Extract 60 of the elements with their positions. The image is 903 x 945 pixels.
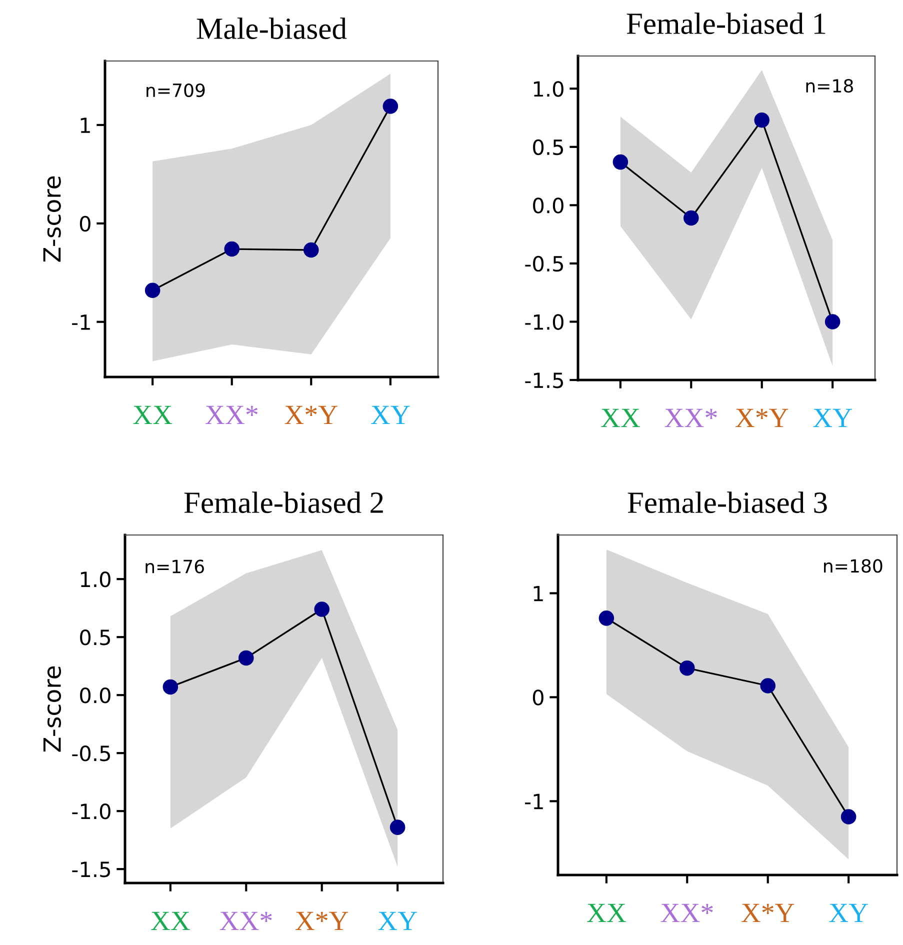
- y-tick-label: -1.0: [525, 314, 564, 330]
- y-tick-label: 0.0: [533, 198, 564, 214]
- point: [390, 820, 406, 835]
- chart-title: Female-biased 3: [628, 492, 827, 514]
- annotation: n=176: [146, 560, 204, 574]
- point: [680, 660, 695, 676]
- y-tick-label: -1: [72, 314, 90, 330]
- x-tick-label: X*Y: [741, 904, 794, 922]
- chart-title: Female-biased 2: [184, 492, 383, 514]
- x-tick-label: XX: [150, 912, 190, 930]
- y-tick-label: -1: [525, 794, 543, 810]
- point: [224, 241, 240, 257]
- annotation: n=709: [146, 83, 205, 98]
- x-tick-label: X*Y: [295, 912, 348, 930]
- point: [144, 282, 160, 298]
- chart-title: Female-biased 1: [626, 12, 826, 34]
- y-tick-label: -1.0: [72, 804, 110, 820]
- y-axis-title: Z-score: [43, 176, 61, 262]
- y-tick-label: 1.0: [80, 572, 110, 588]
- y-tick-label: 0.0: [80, 688, 110, 704]
- y-tick-label: 0.5: [533, 139, 563, 156]
- x-tick-label: XY: [370, 406, 410, 424]
- point: [684, 210, 699, 226]
- point: [612, 154, 628, 170]
- x-tick-label: XX: [133, 406, 172, 424]
- point: [382, 98, 398, 114]
- y-tick-label: 1.0: [534, 81, 564, 97]
- point: [304, 242, 319, 258]
- x-tick-label: XY: [378, 912, 417, 930]
- point: [314, 602, 330, 617]
- y-axis-title: Z-score: [43, 666, 62, 752]
- point: [754, 112, 770, 128]
- y-tick-label: 1: [80, 118, 90, 133]
- y-tick-label: 0: [80, 216, 90, 232]
- chart-title: Male-biased: [196, 18, 347, 40]
- point: [824, 314, 840, 330]
- y-tick-label: 1: [534, 586, 543, 602]
- x-tick-label: XY: [829, 904, 868, 922]
- y-tick-label: -1.5: [525, 372, 563, 388]
- y-tick-label: -1.5: [72, 862, 110, 878]
- point: [598, 610, 614, 626]
- y-tick-label: 0.5: [80, 630, 110, 646]
- x-tick-label: XX: [600, 408, 640, 428]
- x-tick-label: X*Y: [284, 406, 338, 424]
- point: [162, 679, 178, 695]
- y-tick-label: -0.5: [525, 256, 563, 272]
- x-tick-label: XX*: [220, 912, 272, 930]
- y-tick-label: 0: [532, 690, 544, 706]
- x-tick-label: XX*: [664, 408, 717, 428]
- point: [238, 650, 254, 666]
- x-tick-label: XX*: [205, 406, 258, 424]
- annotation: n=18: [806, 79, 853, 93]
- y-tick-label: -0.5: [72, 746, 110, 762]
- annotation: n=180: [824, 559, 882, 573]
- x-tick-label: XY: [813, 408, 852, 428]
- x-tick-label: XX: [586, 904, 626, 922]
- point: [760, 678, 776, 694]
- point: [840, 809, 856, 824]
- x-tick-label: X*Y: [735, 408, 788, 428]
- x-tick-label: XX*: [660, 904, 713, 922]
